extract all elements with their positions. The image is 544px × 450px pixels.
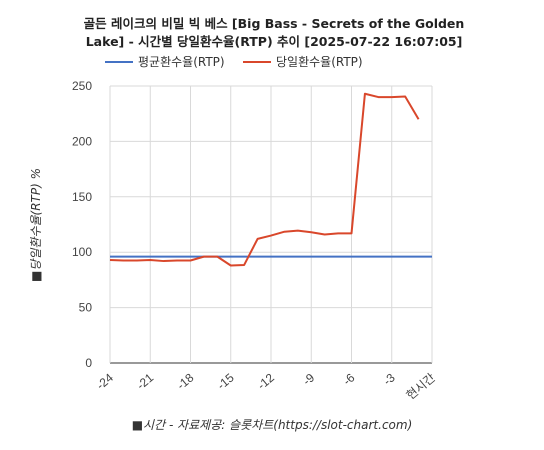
y-tick-label: 50 — [79, 301, 93, 315]
gridlines — [109, 85, 433, 364]
y-axis-ticks: 0 50 100 150 200 250 — [72, 79, 92, 370]
y-tick-label: 200 — [72, 134, 92, 148]
legend-label-average: 평균환수율(RTP) — [138, 55, 225, 69]
x-tick-label: -9 — [300, 370, 317, 388]
legend: 평균환수율(RTP) 당일환수율(RTP) — [105, 55, 363, 69]
x-tick-label: -15 — [214, 370, 237, 392]
x-tick-label: 현시간 — [404, 371, 438, 403]
daily-rtp-series-line — [109, 92, 420, 267]
x-tick-label: -21 — [134, 370, 157, 392]
legend-label-daily: 당일환수율(RTP) — [276, 55, 363, 69]
y-tick-label: 250 — [72, 79, 92, 93]
x-tick-label: -18 — [174, 370, 197, 392]
y-tick-label: 100 — [72, 245, 92, 259]
y-tick-label: 0 — [85, 356, 92, 370]
chart-title-line-2: Lake] - 시간별 당일환수율(RTP) 추이 [2025-07-22 16… — [86, 34, 463, 49]
x-axis-ticks: -24 -21 -18 -15 -12 -9 -6 -3 현시간 — [94, 370, 438, 402]
x-tick-label: -12 — [255, 370, 278, 392]
chart-title-line-1: 골든 레이크의 비밀 빅 베스 [Big Bass - Secrets of t… — [84, 16, 465, 31]
y-axis-title: ■당일환수율(RTP) % — [29, 168, 43, 282]
y-tick-label: 150 — [72, 190, 92, 204]
x-tick-label: -3 — [381, 370, 398, 388]
x-axis-title: ■시간 - 자료제공: 슬롯차트(https://slot-chart.com) — [132, 418, 413, 432]
x-tick-label: -24 — [94, 370, 117, 392]
x-tick-label: -6 — [340, 370, 357, 388]
series-layer — [109, 92, 432, 267]
